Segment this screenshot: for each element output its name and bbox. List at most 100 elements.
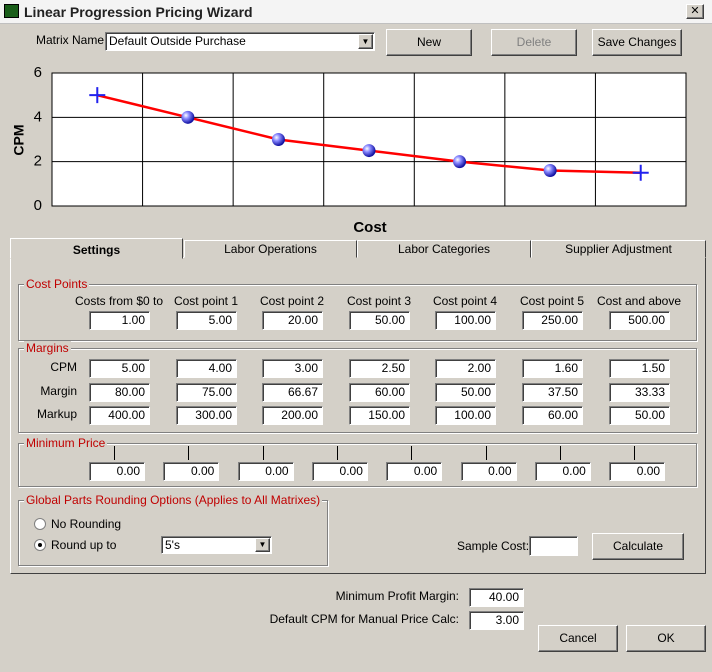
margin-input[interactable]: 80.00 [89, 382, 150, 402]
y-tick-label: 6 [34, 64, 42, 81]
plus-marker [89, 87, 106, 104]
title-bar: Linear Progression Pricing Wizard ✕ [0, 0, 712, 24]
tab[interactable]: Settings [10, 238, 183, 259]
row-label: Margin [40, 383, 77, 398]
column-header: Cost point 5 [519, 294, 585, 308]
row-label: Markup [36, 407, 77, 421]
matrix-label: Matrix Name: [36, 33, 108, 47]
margin-input[interactable]: 1.50 [609, 359, 670, 378]
point-marker [181, 110, 195, 124]
divider-tick [411, 446, 413, 460]
toolbar-button[interactable]: New [386, 29, 472, 56]
margin-input[interactable]: 2.00 [435, 359, 496, 378]
margin-input[interactable]: 100.00 [435, 406, 496, 425]
margin-input[interactable]: 50.00 [435, 382, 496, 402]
toolbar-button[interactable]: Delete [491, 29, 577, 56]
cost-input[interactable]: 100.00 [435, 311, 496, 330]
point-marker [543, 164, 557, 178]
y-tick-label: 2 [34, 153, 42, 170]
minimum-price-group [18, 443, 697, 487]
margin-input[interactable]: 1.60 [522, 359, 583, 378]
dropdown-arrow[interactable]: ▼ [358, 34, 373, 49]
margin-input[interactable]: 60.00 [522, 406, 583, 425]
sample-input[interactable] [529, 536, 578, 556]
field-label: Minimum Profit Margin: [335, 589, 459, 603]
cost-input[interactable]: 500.00 [609, 311, 670, 330]
divider-tick [634, 446, 636, 460]
y-axis-label: CPM [11, 124, 27, 155]
matrix-select[interactable]: Default Outside Purchase [105, 32, 375, 51]
column-header: Cost point 3 [346, 294, 412, 308]
tab[interactable]: Labor Operations [184, 240, 357, 258]
min-price-input[interactable]: 0.00 [311, 462, 368, 481]
row-label: CPM [50, 360, 77, 374]
footer-button[interactable]: OK [626, 625, 706, 652]
footer-input[interactable]: 3.00 [469, 611, 524, 630]
margin-input[interactable]: 75.00 [176, 382, 237, 402]
toolbar-button[interactable]: Save Changes [592, 29, 682, 56]
column-header: Cost point 2 [259, 294, 325, 308]
divider-tick [262, 446, 264, 460]
margin-input[interactable]: 33.33 [609, 382, 670, 402]
calculate-button[interactable]: Calculate [592, 533, 684, 560]
min-price-input[interactable]: 0.00 [237, 462, 294, 481]
cost-input[interactable]: 1.00 [89, 311, 150, 330]
margin-input[interactable]: 4.00 [176, 359, 237, 378]
y-tick-label: 4 [34, 108, 42, 125]
dropdown-arrow[interactable]: ▼ [255, 538, 270, 552]
column-header: Cost point 4 [432, 294, 498, 308]
cost-input[interactable]: 5.00 [176, 311, 237, 330]
group-title: Global Parts Rounding Options (Applies t… [24, 493, 323, 507]
min-price-input[interactable]: 0.00 [460, 462, 517, 481]
point-marker [362, 144, 376, 158]
tab[interactable]: Labor Categories [357, 240, 531, 258]
y-tick-label: 0 [34, 197, 42, 214]
radio[interactable] [34, 518, 46, 530]
min-price-input[interactable]: 0.00 [386, 462, 443, 481]
margin-input[interactable]: 5.00 [89, 359, 150, 378]
app-icon [4, 4, 19, 18]
margin-input[interactable]: 2.50 [349, 359, 410, 378]
margins-group [18, 348, 697, 433]
radio[interactable] [34, 539, 46, 551]
column-header: Cost point 1 [173, 294, 239, 308]
cost-input[interactable]: 250.00 [522, 311, 583, 330]
divider-tick [559, 446, 561, 460]
group-title: Minimum Price [24, 436, 108, 450]
margin-input[interactable]: 3.00 [262, 359, 323, 378]
point-marker [271, 133, 285, 146]
group-title: Margins [24, 341, 71, 355]
column-header: Costs from $0 to [74, 294, 164, 308]
radio-dot [38, 543, 42, 547]
min-price-input[interactable]: 0.00 [163, 462, 220, 481]
cost-input[interactable]: 20.00 [262, 311, 323, 330]
window-title: Linear Progression Pricing Wizard [24, 4, 253, 20]
point-marker [453, 155, 467, 169]
x-axis-label: Cost [353, 219, 386, 236]
min-price-input[interactable]: 0.00 [89, 462, 145, 481]
plus-marker [632, 164, 649, 181]
column-header: Cost and above [596, 294, 682, 308]
rounding-select[interactable]: 5's [161, 536, 272, 554]
margin-input[interactable]: 50.00 [609, 406, 670, 425]
cost-points-group [18, 284, 697, 341]
divider-tick [114, 446, 115, 460]
min-price-input[interactable]: 0.00 [534, 462, 591, 481]
plot-area [51, 72, 687, 207]
margin-input[interactable]: 150.00 [349, 406, 410, 425]
margin-input[interactable]: 66.67 [262, 382, 323, 402]
margin-input[interactable]: 60.00 [349, 382, 410, 402]
footer-button[interactable]: Cancel [538, 625, 618, 652]
footer-input[interactable]: 40.00 [469, 588, 524, 607]
min-price-input[interactable]: 0.00 [609, 462, 666, 481]
tab[interactable]: Supplier Adjustment [531, 240, 706, 258]
margin-input[interactable]: 400.00 [89, 406, 150, 425]
margin-input[interactable]: 200.00 [262, 406, 323, 425]
close-button[interactable]: ✕ [686, 4, 704, 19]
margin-input[interactable]: 300.00 [176, 406, 237, 425]
divider-tick [336, 446, 338, 460]
margin-input[interactable]: 37.50 [522, 382, 583, 402]
rounding-group [18, 500, 328, 566]
cost-input[interactable]: 50.00 [349, 311, 410, 330]
